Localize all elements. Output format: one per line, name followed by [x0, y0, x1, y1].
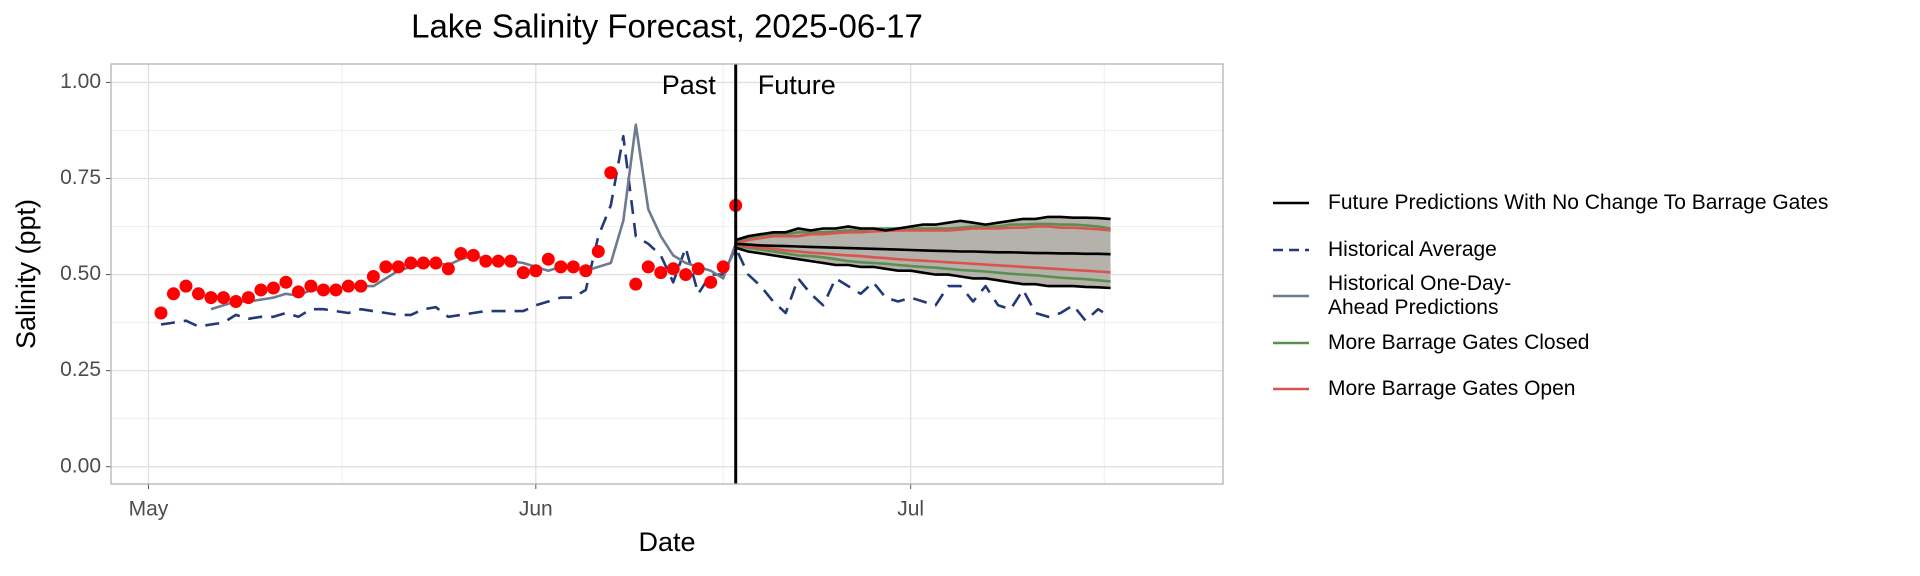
observed-point — [454, 246, 468, 260]
observed-point — [541, 252, 555, 266]
observed-point — [229, 294, 243, 308]
ribbon-lower — [735, 246, 1111, 290]
legend-label: Historical Average — [1328, 237, 1497, 261]
series-line — [735, 225, 1111, 246]
legend-entry: More Barrage Gates Open — [1270, 377, 1575, 401]
observed-point — [554, 260, 568, 274]
observed-point — [629, 277, 643, 291]
observed-point — [666, 262, 680, 276]
x-tick-label: Jun — [519, 498, 553, 521]
observed-point — [191, 287, 205, 301]
legend-label: More Barrage Gates Closed — [1328, 330, 1590, 354]
observed-point — [366, 269, 380, 283]
y-tick-label: 0.50 — [60, 262, 101, 285]
legend-swatch — [1273, 341, 1309, 344]
observed-point — [404, 256, 418, 270]
legend-swatch — [1273, 387, 1309, 391]
x-axis-title: Date — [638, 527, 695, 557]
observed-point — [179, 279, 193, 293]
legend-entry: Historical One-Day- Ahead Predictions — [1270, 272, 1511, 320]
observed-point — [216, 291, 230, 305]
observed-point — [266, 281, 280, 295]
observed-point — [391, 260, 405, 274]
legend-swatch — [1273, 201, 1309, 205]
legend-label: Future Predictions With No Change To Bar… — [1328, 191, 1829, 214]
y-tick-label: 0.25 — [60, 358, 101, 381]
observed-point — [604, 166, 618, 180]
observed-point — [641, 260, 655, 274]
observed-point — [579, 264, 593, 278]
observed-point — [466, 248, 480, 262]
legend-label: More Barrage Gates Open — [1328, 377, 1576, 400]
future-label: Future — [758, 70, 836, 100]
plot-area — [154, 123, 1112, 328]
observed-point — [516, 266, 530, 280]
observed-point — [679, 268, 693, 282]
observed-point — [479, 254, 493, 268]
legend-entry: Future Predictions With No Change To Bar… — [1270, 191, 1828, 215]
observed-point — [254, 283, 268, 297]
panel-border — [110, 63, 1224, 485]
observed-point — [491, 254, 505, 268]
series-line — [735, 222, 1111, 244]
observed-point — [204, 291, 218, 305]
observed-point — [704, 275, 718, 289]
series-line — [735, 242, 1111, 256]
observed-point — [166, 287, 180, 301]
observed-point — [591, 245, 605, 259]
observed-point — [241, 291, 255, 305]
observed-point — [504, 254, 518, 268]
legend-swatch — [1273, 248, 1309, 251]
legend-entry: More Barrage Gates Closed — [1270, 331, 1589, 355]
series-line — [735, 244, 1111, 283]
observed-point — [379, 260, 393, 274]
series-line — [735, 243, 1111, 274]
observed-point — [416, 256, 430, 270]
ribbon-upper — [735, 215, 1111, 242]
chart-title: Lake Salinity Forecast, 2025-06-17 — [411, 8, 923, 45]
observed-point — [316, 283, 330, 297]
y-axis-title: Salinity (ppt) — [11, 199, 41, 349]
observed-point — [341, 279, 355, 293]
series-line — [160, 134, 1112, 328]
observed-point — [154, 306, 168, 320]
observed-point — [691, 262, 705, 276]
legend-swatch — [1273, 294, 1309, 298]
y-tick-label: 1.00 — [60, 70, 101, 93]
observed-point — [279, 275, 293, 289]
past-label: Past — [662, 70, 717, 100]
observed-point — [354, 279, 368, 293]
observed-point — [429, 256, 443, 270]
x-tick-label: May — [129, 498, 169, 521]
observed-point — [716, 260, 730, 274]
y-tick-label: 0.75 — [60, 166, 101, 189]
y-tick-label: 0.00 — [60, 454, 101, 477]
legend-entry: Historical Average — [1270, 238, 1497, 262]
legend-label: Historical One-Day- Ahead Predictions — [1328, 272, 1512, 319]
x-tick-label: Jul — [897, 498, 924, 521]
observed-point — [566, 260, 580, 274]
observed-point — [529, 264, 543, 278]
observed-point — [304, 279, 318, 293]
observed-point — [441, 262, 455, 276]
observed-point — [654, 266, 668, 280]
observed-point — [329, 283, 343, 297]
observed-point — [291, 285, 305, 299]
